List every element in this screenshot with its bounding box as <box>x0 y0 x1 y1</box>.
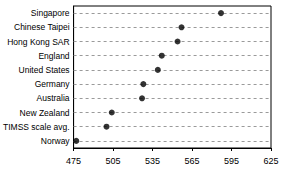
svg-text:Chinese Taipei: Chinese Taipei <box>14 22 70 32</box>
svg-text:475: 475 <box>66 156 81 166</box>
svg-text:Hong Kong SAR: Hong Kong SAR <box>7 37 69 47</box>
svg-text:565: 565 <box>185 156 200 166</box>
svg-text:Australia: Australia <box>37 93 70 103</box>
svg-text:New Zealand: New Zealand <box>20 108 70 118</box>
svg-text:535: 535 <box>145 156 160 166</box>
svg-text:595: 595 <box>224 156 239 166</box>
svg-text:Singapore: Singapore <box>31 8 70 18</box>
svg-text:England: England <box>38 51 69 61</box>
svg-text:625: 625 <box>263 156 278 166</box>
svg-text:United States: United States <box>19 65 70 75</box>
svg-text:TIMSS scale avg.: TIMSS scale avg. <box>3 122 70 132</box>
svg-text:Germany: Germany <box>35 79 71 89</box>
svg-text:505: 505 <box>106 156 121 166</box>
svg-text:Norway: Norway <box>41 136 71 146</box>
